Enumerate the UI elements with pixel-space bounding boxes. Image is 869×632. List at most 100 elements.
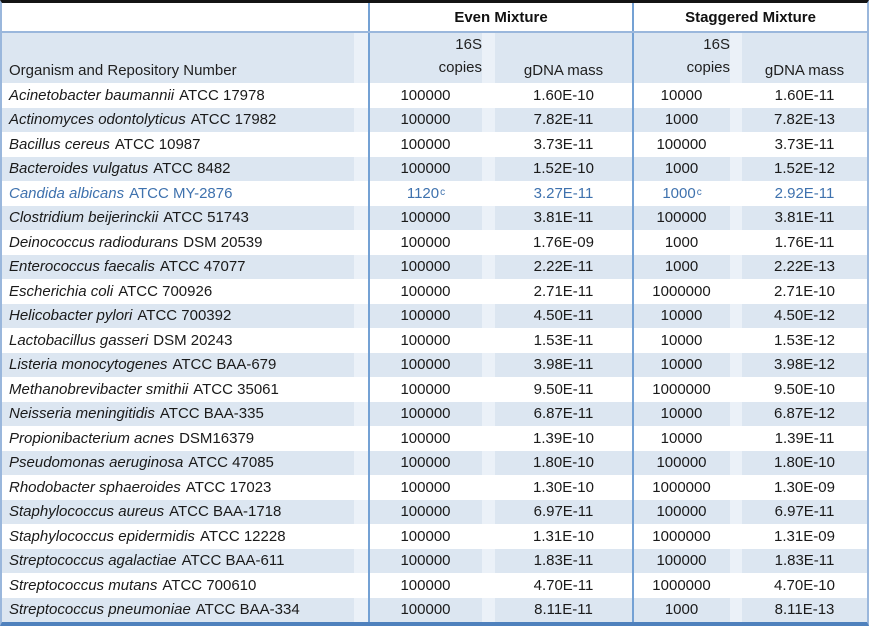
spacer-cell bbox=[354, 83, 368, 108]
spacer-cell bbox=[354, 548, 368, 573]
staggered-gdna-mass-cell: 2.92E-11 bbox=[774, 184, 835, 202]
staggered-16s-copies-cell: 100000 bbox=[632, 450, 730, 475]
spacer-cell bbox=[354, 181, 368, 206]
spacer-cell bbox=[482, 279, 495, 304]
table-row: Helicobacter pylori ATCC 700392 100000 4… bbox=[2, 303, 867, 329]
repository-number: ATCC BAA-1718 bbox=[169, 503, 282, 521]
even-16s-copies-cell: 100000 bbox=[368, 328, 482, 353]
even-gdna-mass-cell: 2.22E-11 bbox=[533, 258, 594, 276]
repository-number: ATCC BAA-679 bbox=[172, 356, 277, 374]
spacer-cell bbox=[354, 426, 368, 451]
organism-cell: Pseudomonas aeruginosa ATCC 47085 bbox=[2, 451, 354, 476]
staggered-16s-copies-cell: 1000 bbox=[632, 156, 730, 181]
table-row: Enterococcus faecalis ATCC 47077 100000 … bbox=[2, 254, 867, 280]
table-row: Streptococcus pneumoniae ATCC BAA-334 10… bbox=[2, 597, 867, 622]
organism-name: Clostridium beijerinckii bbox=[9, 209, 159, 227]
spacer-cell bbox=[482, 573, 495, 598]
spacer-cell bbox=[482, 548, 495, 573]
staggered-16s-copies-cell: 1000 bbox=[632, 254, 730, 279]
staggered-gdna-mass-cell: 4.50E-12 bbox=[774, 307, 835, 325]
spacer-cell bbox=[482, 230, 495, 255]
spacer-cell bbox=[482, 426, 495, 451]
even-copies-label: copies bbox=[438, 59, 482, 76]
even-16s-copies-cell: 100000 bbox=[368, 107, 482, 132]
repository-number: ATCC 17023 bbox=[185, 478, 272, 496]
spacer-cell bbox=[482, 107, 495, 132]
column-header-row: Organism and Repository Number 16S copie… bbox=[2, 33, 867, 83]
spacer-cell bbox=[730, 524, 742, 549]
even-gdna-mass-cell: 8.11E-11 bbox=[534, 601, 593, 619]
even-gdna-mass-cell: 1.52E-10 bbox=[533, 160, 594, 178]
staggered-gdna-mass-cell: 1.60E-11 bbox=[774, 86, 835, 104]
spacer-cell bbox=[730, 328, 742, 353]
table-row: Streptococcus mutans ATCC 700610 100000 … bbox=[2, 573, 867, 598]
spacer-cell bbox=[354, 279, 368, 304]
even-16s-copies-cell: 100000 bbox=[368, 303, 482, 328]
staggered-16s-copies-column-header: 16S copies bbox=[632, 33, 730, 83]
spacer-cell bbox=[482, 83, 495, 108]
spacer-cell bbox=[482, 377, 495, 402]
organism-name: Propionibacterium acnes bbox=[9, 429, 175, 447]
spacer-cell bbox=[730, 597, 742, 622]
spacer-cell bbox=[354, 377, 368, 402]
table-row: Staphylococcus epidermidis ATCC 12228 10… bbox=[2, 524, 867, 549]
even-16s-copies-cell: 100000 bbox=[368, 597, 482, 622]
organism-name: Candida albicans bbox=[9, 184, 125, 202]
staggered-mixture-group-header: Staggered Mixture bbox=[632, 3, 867, 31]
spacer-cell bbox=[482, 156, 495, 181]
even-gdna-mass-cell: 7.82E-11 bbox=[533, 111, 594, 129]
spacer-cell bbox=[354, 132, 368, 157]
table-row: Staphylococcus aureus ATCC BAA-1718 1000… bbox=[2, 499, 867, 524]
even-gdna-mass-cell: 1.60E-10 bbox=[533, 86, 594, 104]
staggered-16s-copies-cell: 1000000 bbox=[632, 377, 730, 402]
organism-cell: Enterococcus faecalis ATCC 47077 bbox=[2, 255, 354, 280]
organism-name: Staphylococcus aureus bbox=[9, 503, 165, 521]
organism-cell: Lactobacillus gasseri DSM 20243 bbox=[2, 328, 354, 353]
organism-cell: Acinetobacter baumannii ATCC 17978 bbox=[2, 83, 354, 108]
organism-cell: Staphylococcus epidermidis ATCC 12228 bbox=[2, 524, 354, 549]
staggered-16s-copies-cell: 10000 bbox=[632, 83, 730, 108]
organism-cell: Helicobacter pylori ATCC 700392 bbox=[2, 304, 354, 329]
repository-number: ATCC 700392 bbox=[137, 307, 232, 325]
even-gdna-mass-cell: 1.53E-11 bbox=[533, 331, 594, 349]
staggered-gdna-mass-cell: 1.80E-10 bbox=[774, 454, 835, 472]
staggered-16s-copies-cell: 10000 bbox=[632, 328, 730, 353]
group-header-empty-cell bbox=[2, 3, 368, 31]
organism-name: Bacillus cereus bbox=[9, 135, 110, 153]
spacer-cell bbox=[354, 573, 368, 598]
table-row: Pseudomonas aeruginosa ATCC 47085 100000… bbox=[2, 450, 867, 476]
organism-name: Rhodobacter sphaeroides bbox=[9, 478, 181, 496]
repository-number: ATCC 700610 bbox=[162, 576, 257, 594]
staggered-16s-copies-cell: 1000000 bbox=[632, 524, 730, 549]
repository-number: ATCC 10987 bbox=[114, 135, 201, 153]
even-16s-copies-cell: 100000 bbox=[368, 156, 482, 181]
even-16s-copies-cell: 100000 bbox=[368, 426, 482, 451]
table-row: Deinococcus radiodurans DSM 20539 100000… bbox=[2, 230, 867, 255]
spacer-cell bbox=[730, 156, 742, 181]
spacer-cell bbox=[730, 548, 742, 573]
spacer-cell bbox=[482, 181, 495, 206]
table-row: Propionibacterium acnes DSM16379 100000 … bbox=[2, 426, 867, 451]
spacer-cell bbox=[730, 475, 742, 500]
spacer-cell bbox=[354, 401, 368, 426]
spacer-cell bbox=[730, 83, 742, 108]
even-16s-copies-cell: 100000 bbox=[368, 524, 482, 549]
staggered-16s-copies-cell: 10000 bbox=[632, 303, 730, 328]
table-row: Lactobacillus gasseri DSM 20243 100000 1… bbox=[2, 328, 867, 353]
staggered-16s-copies-cell: 1000 c bbox=[632, 181, 730, 206]
staggered-gdna-mass-cell: 6.97E-11 bbox=[774, 503, 835, 521]
even-16s-copies-cell: 100000 bbox=[368, 132, 482, 157]
even-gdna-mass-cell: 2.71E-11 bbox=[533, 282, 594, 300]
even-mixture-group-header: Even Mixture bbox=[368, 3, 632, 31]
staggered-16s-copies-cell: 100000 bbox=[632, 132, 730, 157]
organism-name: Actinomyces odontolyticus bbox=[9, 111, 186, 129]
repository-number: ATCC 12228 bbox=[199, 527, 286, 545]
staggered-gdna-mass-cell: 8.11E-13 bbox=[774, 601, 835, 619]
spacer-cell bbox=[730, 181, 742, 206]
spacer-cell bbox=[730, 107, 742, 132]
table-row: Escherichia coli ATCC 700926 100000 2.71… bbox=[2, 279, 867, 304]
organism-cell: Escherichia coli ATCC 700926 bbox=[2, 279, 354, 304]
organism-name: Bacteroides vulgatus bbox=[9, 160, 149, 178]
spacer-cell bbox=[354, 33, 368, 83]
organism-name: Helicobacter pylori bbox=[9, 307, 133, 325]
